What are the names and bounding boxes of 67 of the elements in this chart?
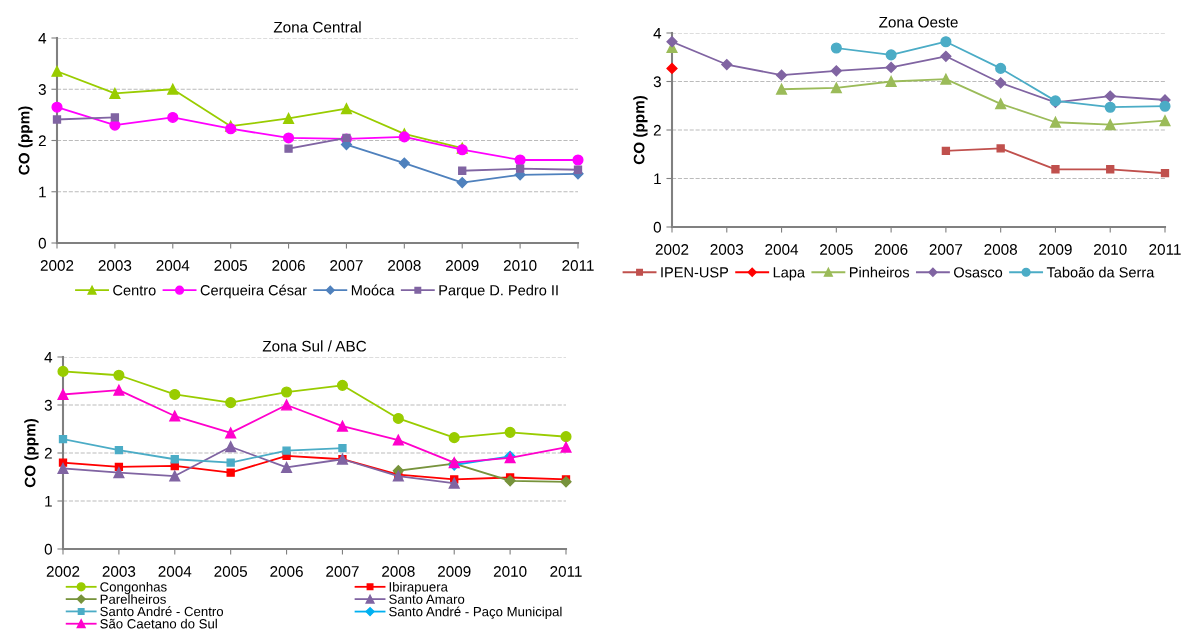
- legend-label: Santo Amaro: [389, 594, 465, 604]
- y-tick-label: 3: [38, 84, 46, 95]
- x-tick-label: 2004: [156, 260, 190, 271]
- x-tick-label: 2003: [98, 260, 132, 271]
- x-tick-label: 2009: [446, 260, 479, 271]
- y-axis-title: CO (ppm): [18, 106, 33, 175]
- y-tick-label: 0: [38, 237, 46, 249]
- y-tick-label: 1: [39, 186, 46, 198]
- x-tick-label: 2005: [820, 244, 853, 255]
- x-tick-label: 2006: [272, 260, 305, 271]
- x-tick-label: 2009: [1039, 244, 1072, 255]
- x-tick-label: 2002: [655, 244, 689, 255]
- y-tick-label: 4: [653, 28, 662, 39]
- legend-label: Pinheiros: [849, 266, 910, 278]
- legend-label: Congonhas: [100, 581, 167, 595]
- x-tick-label: 2006: [270, 566, 303, 577]
- x-tick-label: 2005: [214, 566, 248, 577]
- x-tick-label: 2008: [382, 566, 415, 577]
- legend-label: São Caetano do Sul: [100, 618, 217, 629]
- x-tick-label: 2003: [710, 244, 744, 255]
- legend-label: Santo André - Centro: [100, 606, 224, 617]
- legend-label: Taboão da Serra: [1046, 266, 1155, 278]
- y-tick-label: 1: [45, 496, 52, 507]
- chart-title: Zona Sul / ABC: [262, 340, 367, 352]
- y-tick-label: 1: [654, 173, 661, 185]
- y-tick-label: 0: [44, 543, 52, 555]
- legend-label: IPEN-USP: [661, 267, 729, 278]
- x-tick-label: 2011: [1149, 244, 1181, 255]
- y-tick-label: 3: [44, 399, 52, 411]
- x-tick-label: 2011: [562, 260, 594, 271]
- legend-label: Osasco: [954, 267, 1003, 278]
- y-tick-label: 2: [653, 124, 661, 136]
- y-tick-label: 2: [38, 135, 46, 147]
- x-tick-label: 2002: [40, 260, 74, 271]
- chart-title: Zona Oeste: [879, 16, 958, 28]
- x-tick-label: 2010: [503, 260, 537, 271]
- x-tick-label: 2009: [438, 566, 471, 577]
- y-axis-title: CO (ppm): [633, 95, 648, 165]
- y-tick-label: 4: [44, 352, 53, 363]
- legend-label: Cerqueira César: [200, 284, 307, 299]
- y-tick-label: 0: [653, 221, 661, 233]
- legend-label: Ibirapuera: [389, 581, 448, 595]
- x-tick-label: 2008: [984, 244, 1017, 255]
- legend-label: Centro: [113, 285, 156, 296]
- x-tick-label: 2005: [214, 260, 248, 271]
- x-tick-label: 2004: [158, 566, 192, 577]
- x-tick-label: 2007: [929, 244, 963, 255]
- x-tick-label: 2007: [330, 260, 363, 271]
- y-tick-label: 3: [653, 76, 661, 88]
- x-tick-label: 2010: [1094, 244, 1127, 255]
- x-tick-label: 2004: [765, 244, 799, 255]
- legend-label: Parelheiros: [100, 594, 166, 604]
- legend-label: Lapa: [773, 267, 806, 281]
- legend-label: Parque D. Pedro II: [439, 284, 558, 299]
- y-tick-label: 4: [38, 33, 47, 44]
- x-tick-label: 2011: [550, 566, 582, 577]
- x-tick-label: 2003: [102, 566, 136, 577]
- x-tick-label: 2008: [388, 260, 421, 271]
- legend-label: Santo André - Paço Municipal: [389, 606, 562, 619]
- y-axis-title: CO (ppm): [24, 418, 39, 488]
- x-tick-label: 2002: [46, 566, 80, 577]
- x-tick-label: 2007: [326, 566, 359, 577]
- x-tick-label: 2010: [493, 566, 527, 577]
- chart-title: Zona Central: [273, 21, 361, 33]
- y-tick-label: 2: [44, 447, 52, 459]
- x-tick-label: 2006: [874, 244, 908, 255]
- legend-label: Moóca: [351, 284, 395, 296]
